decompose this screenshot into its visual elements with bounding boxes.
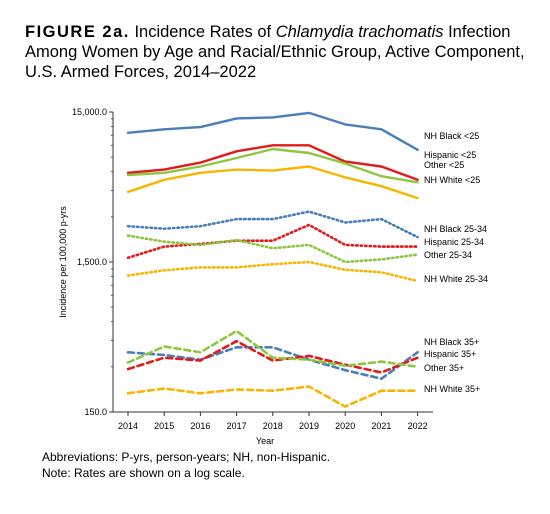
x-tick-label: 2017 <box>227 421 247 431</box>
abbreviations-note: Abbreviations: P-yrs, person-years; NH, … <box>42 450 331 464</box>
x-tick-label: 2018 <box>263 421 283 431</box>
x-tick-label: 2022 <box>408 421 428 431</box>
series-label-hispanic-35: Hispanic 35+ <box>424 349 476 359</box>
series-label-nh-white-35: NH White 35+ <box>424 384 480 394</box>
series-label-nh-white-25: NH White <25 <box>424 175 480 185</box>
y-tick-label: 15,000.0 <box>72 107 107 117</box>
series-label-nh-white-25-34: NH White 25-34 <box>424 274 488 284</box>
x-tick-label: 2016 <box>190 421 210 431</box>
series-line-nh-black-35 <box>126 345 419 381</box>
series-label-nh-black-35: NH Black 35+ <box>424 337 479 347</box>
title-part-2: Infection Among Women by Age and Racial/… <box>25 23 525 81</box>
series-label-other-25: Other <25 <box>424 160 464 170</box>
chart-title: FIGURE 2a. Incidence Rates of Chlamydia … <box>25 22 535 82</box>
y-tick-label: 1,500.0 <box>77 257 107 267</box>
y-axis-title: Incidence per 100,000 p-yrs <box>58 206 68 318</box>
log-scale-note: Note: Rates are shown on a log scale. <box>42 466 245 480</box>
series-line-nh-black-25 <box>126 111 419 152</box>
series-line-other-25-34 <box>126 234 419 264</box>
series-line-other-25 <box>126 147 419 184</box>
series-line-nh-white-25 <box>126 165 419 200</box>
y-tick-label: 150.0 <box>84 407 107 417</box>
title-part-1: Incidence Rates of <box>134 23 276 41</box>
series-line-hispanic-25-34 <box>126 223 419 260</box>
series-line-hispanic-25 <box>126 144 419 182</box>
series-label-nh-black-25-34: NH Black 25-34 <box>424 224 487 234</box>
title-species: Chlamydia trachomatis <box>275 23 444 41</box>
series-label-other-35: Other 35+ <box>424 363 464 373</box>
series-line-nh-black-25-34 <box>126 210 419 239</box>
x-tick-label: 2019 <box>299 421 319 431</box>
notes-block: Abbreviations: P-yrs, person-years; NH, … <box>42 449 330 481</box>
series-line-nh-white-25-34 <box>126 260 419 283</box>
series-line-hispanic-35 <box>126 339 419 374</box>
series-line-other-35 <box>126 329 419 369</box>
x-axis-title: Year <box>256 436 274 446</box>
series-label-nh-black-25: NH Black <25 <box>424 131 479 141</box>
x-tick-label: 2014 <box>118 421 138 431</box>
series-line-nh-white-35 <box>126 385 419 408</box>
x-tick-label: 2020 <box>335 421 355 431</box>
series-label-hispanic-25-34: Hispanic 25-34 <box>424 237 484 247</box>
x-tick-label: 2015 <box>154 421 174 431</box>
figure-label: FIGURE 2a. <box>25 23 130 41</box>
series-label-hispanic-25: Hispanic <25 <box>424 150 476 160</box>
x-tick-label: 2021 <box>371 421 391 431</box>
series-label-other-25-34: Other 25-34 <box>424 250 472 260</box>
